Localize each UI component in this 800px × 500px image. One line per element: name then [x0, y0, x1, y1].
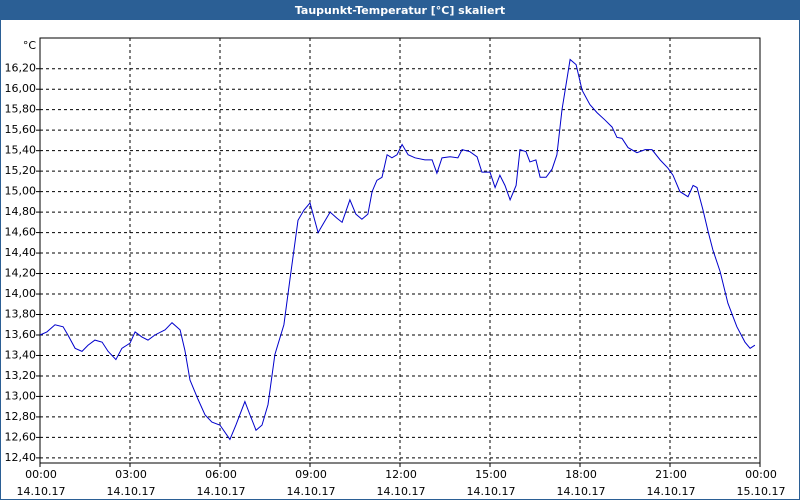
x-tick-label: 12:00 14.10.17 [376, 468, 426, 498]
y-tick-label: 13,00 [5, 389, 37, 402]
y-tick-label: 16,20 [5, 62, 37, 75]
x-tick-label: 00:00 14.10.17 [16, 468, 66, 498]
x-tick-label: 15:00 14.10.17 [466, 468, 516, 498]
y-tick-label: 14,00 [5, 287, 37, 300]
x-tick-label: 18:00 14.10.17 [556, 468, 606, 498]
x-tick-label: 06:00 14.10.17 [196, 468, 246, 498]
y-tick-label: 14,80 [5, 205, 37, 218]
plot-border [39, 37, 761, 464]
y-tick-label: 15,80 [5, 103, 37, 116]
y-tick-label: 13,40 [5, 348, 37, 361]
x-tick-label: 03:00 14.10.17 [106, 468, 156, 498]
x-tick-label: 00:00 15.10.17 [736, 468, 786, 498]
y-tick-label: 15,60 [5, 123, 37, 136]
data-line [39, 58, 756, 441]
y-tick-label: 14,60 [5, 226, 37, 239]
title-bar: Taupunkt-Temperatur [°C] skaliert [1, 1, 799, 20]
y-tick-label: 13,80 [5, 308, 37, 321]
y-tick-label: 15,20 [5, 164, 37, 177]
y-tick-label: 12,40 [5, 451, 37, 464]
y-axis-label: °C [23, 39, 37, 52]
y-tick-label: 14,20 [5, 267, 37, 280]
y-tick-label: 14,40 [5, 246, 37, 259]
y-tick-label: 13,20 [5, 369, 37, 382]
y-tick-label: 15,00 [5, 185, 37, 198]
y-tick-label: 16,00 [5, 82, 37, 95]
y-tick-label: 12,80 [5, 410, 37, 423]
y-tick-label: 13,60 [5, 328, 37, 341]
x-tick-label: 09:00 14.10.17 [286, 468, 336, 498]
y-tick-label: 15,40 [5, 144, 37, 157]
x-tick-label: 21:00 14.10.17 [646, 468, 696, 498]
y-tick-label: 12,60 [5, 430, 37, 443]
